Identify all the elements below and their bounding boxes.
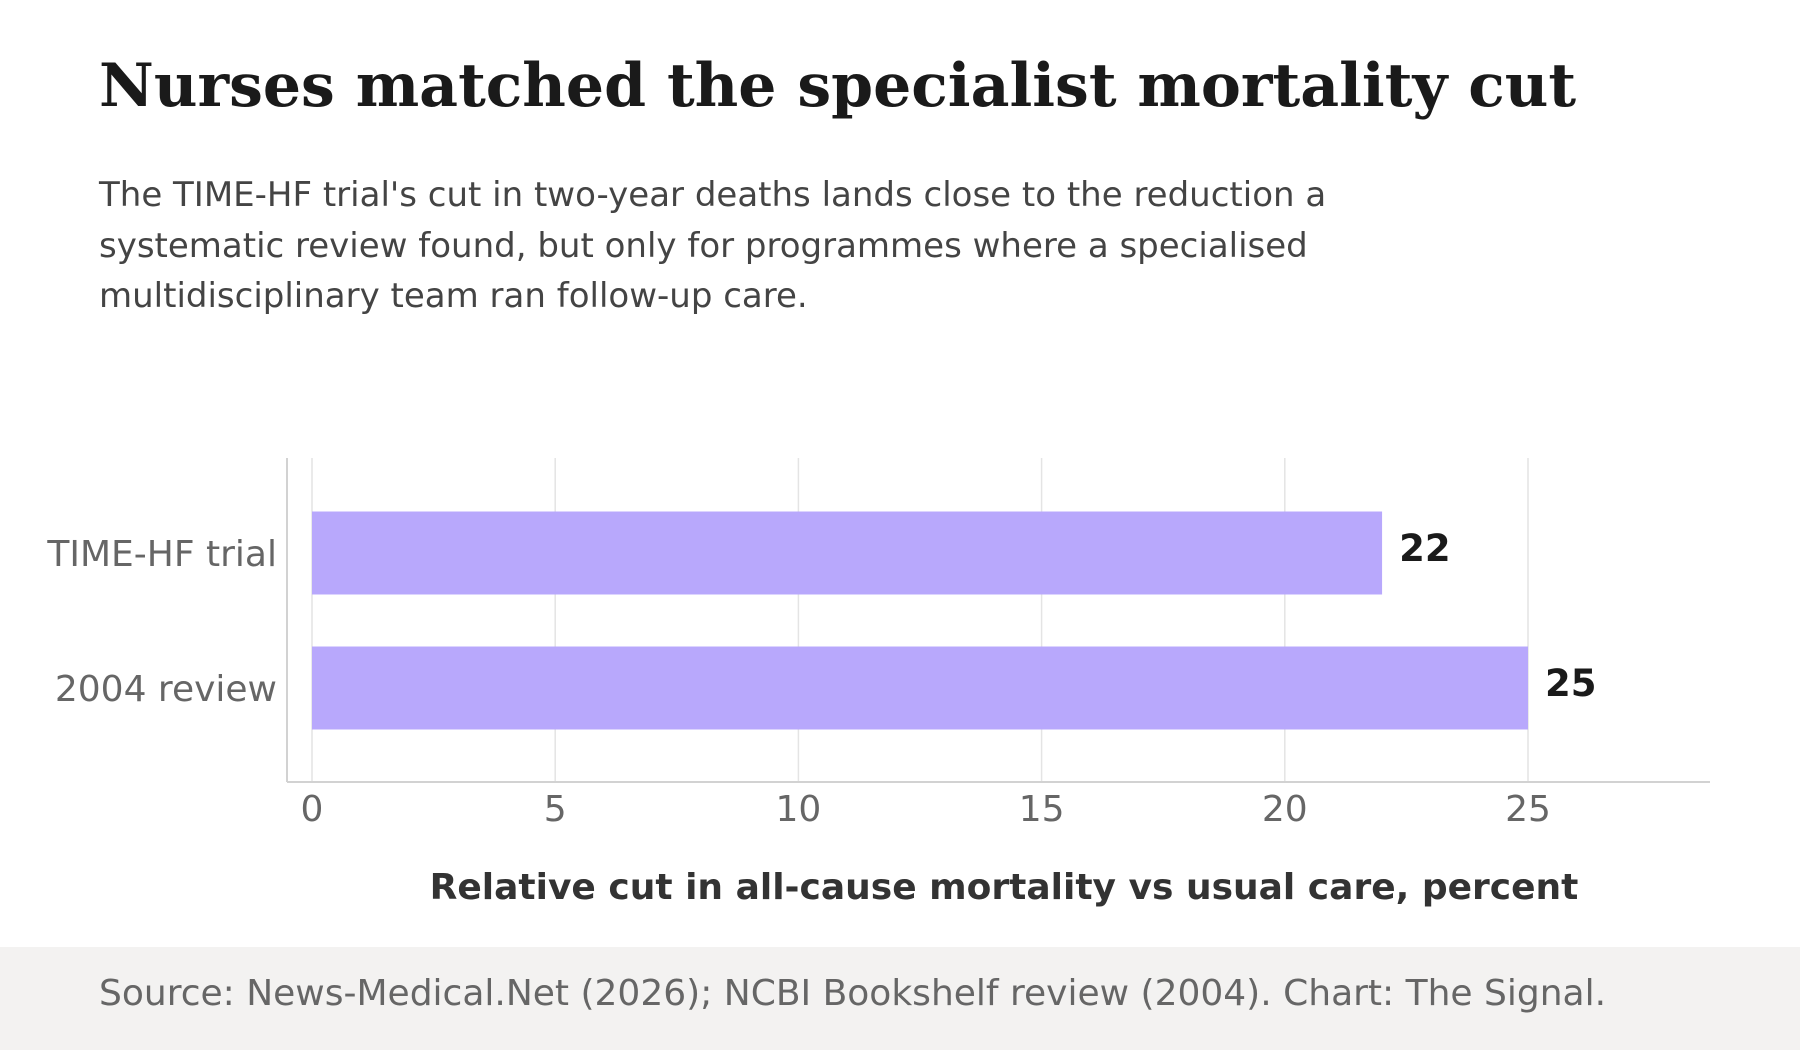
data-label-1: 25 <box>1545 662 1597 705</box>
chart-title: Nurses matched the specialist mortality … <box>99 51 1577 121</box>
bars <box>312 511 1528 730</box>
x-tick-label-5: 5 <box>544 789 567 830</box>
grid-lines <box>311 458 1529 782</box>
bar-0 <box>312 511 1383 595</box>
bar-chart: 0 5 10 15 20 25 TIME-HF trial 22 2004 review 25 R… <box>46 458 1710 908</box>
x-tick-label-10: 10 <box>775 789 821 830</box>
x-tick-label-0: 0 <box>301 789 324 830</box>
x-tick-label-20: 20 <box>1262 789 1308 830</box>
source-note: Source: News-Medical.Net (2026); NCBI Bo… <box>99 973 1607 1014</box>
chart-subtitle: The TIME-HF trial's cut in two-year deat… <box>99 175 1327 316</box>
data-label-0: 22 <box>1399 527 1451 570</box>
y-category-label-1: 2004 review <box>55 669 277 710</box>
x-tick-label-25: 25 <box>1505 789 1551 830</box>
footer-band <box>0 947 1800 1050</box>
x-axis-title: Relative cut in all-cause mortality vs u… <box>430 867 1579 908</box>
x-tick-label-15: 15 <box>1019 789 1065 830</box>
y-category-label-0: TIME-HF trial <box>46 534 277 575</box>
labels: 0 5 10 15 20 25 TIME-HF trial 22 2004 review 25 <box>46 527 1596 830</box>
axes <box>286 458 1710 783</box>
bar-1 <box>312 646 1528 730</box>
